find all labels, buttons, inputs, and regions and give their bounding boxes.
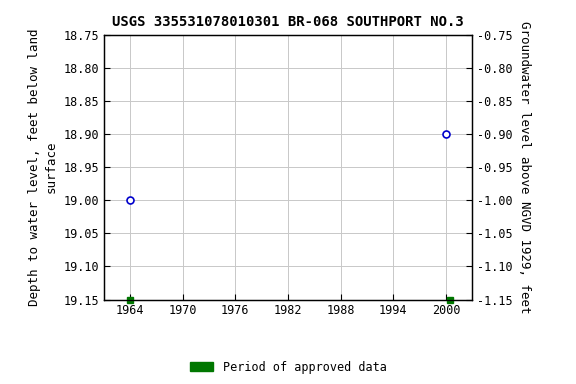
Legend: Period of approved data: Period of approved data <box>185 356 391 378</box>
Y-axis label: Groundwater level above NGVD 1929, feet: Groundwater level above NGVD 1929, feet <box>518 21 532 313</box>
Y-axis label: Depth to water level, feet below land
surface: Depth to water level, feet below land su… <box>28 28 58 306</box>
Title: USGS 335531078010301 BR-068 SOUTHPORT NO.3: USGS 335531078010301 BR-068 SOUTHPORT NO… <box>112 15 464 29</box>
